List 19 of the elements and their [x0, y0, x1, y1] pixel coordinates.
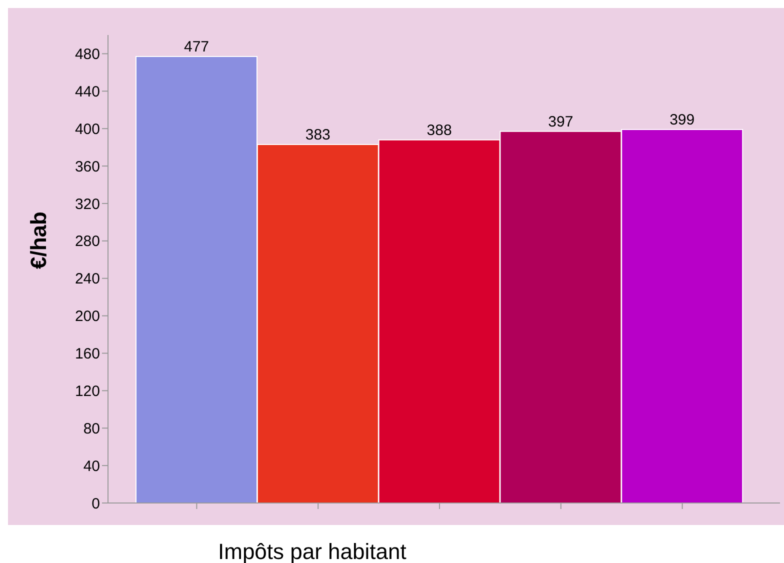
y-axis-title: €/hab — [26, 212, 51, 269]
y-tick-label: 120 — [74, 383, 100, 400]
y-tick-label: 440 — [74, 83, 100, 100]
data-label: 477 — [184, 38, 210, 56]
y-tick-label: 360 — [74, 158, 100, 176]
data-label: 383 — [305, 126, 330, 144]
y-tick-label: 0 — [92, 495, 100, 512]
y-tick-label: 480 — [74, 46, 100, 64]
y-tick-label: 240 — [74, 270, 100, 288]
y-tick-label: 80 — [83, 420, 100, 438]
data-label: 397 — [548, 113, 574, 130]
data-label: 388 — [426, 122, 452, 139]
y-tick-label: 200 — [74, 308, 100, 326]
y-tick-label: 280 — [74, 233, 100, 250]
y-tick-label: 400 — [74, 120, 100, 138]
y-tick-label: 160 — [74, 346, 100, 363]
data-label: 399 — [670, 112, 695, 129]
y-tick-label: 320 — [74, 196, 100, 213]
y-tick-label: 40 — [83, 458, 100, 475]
